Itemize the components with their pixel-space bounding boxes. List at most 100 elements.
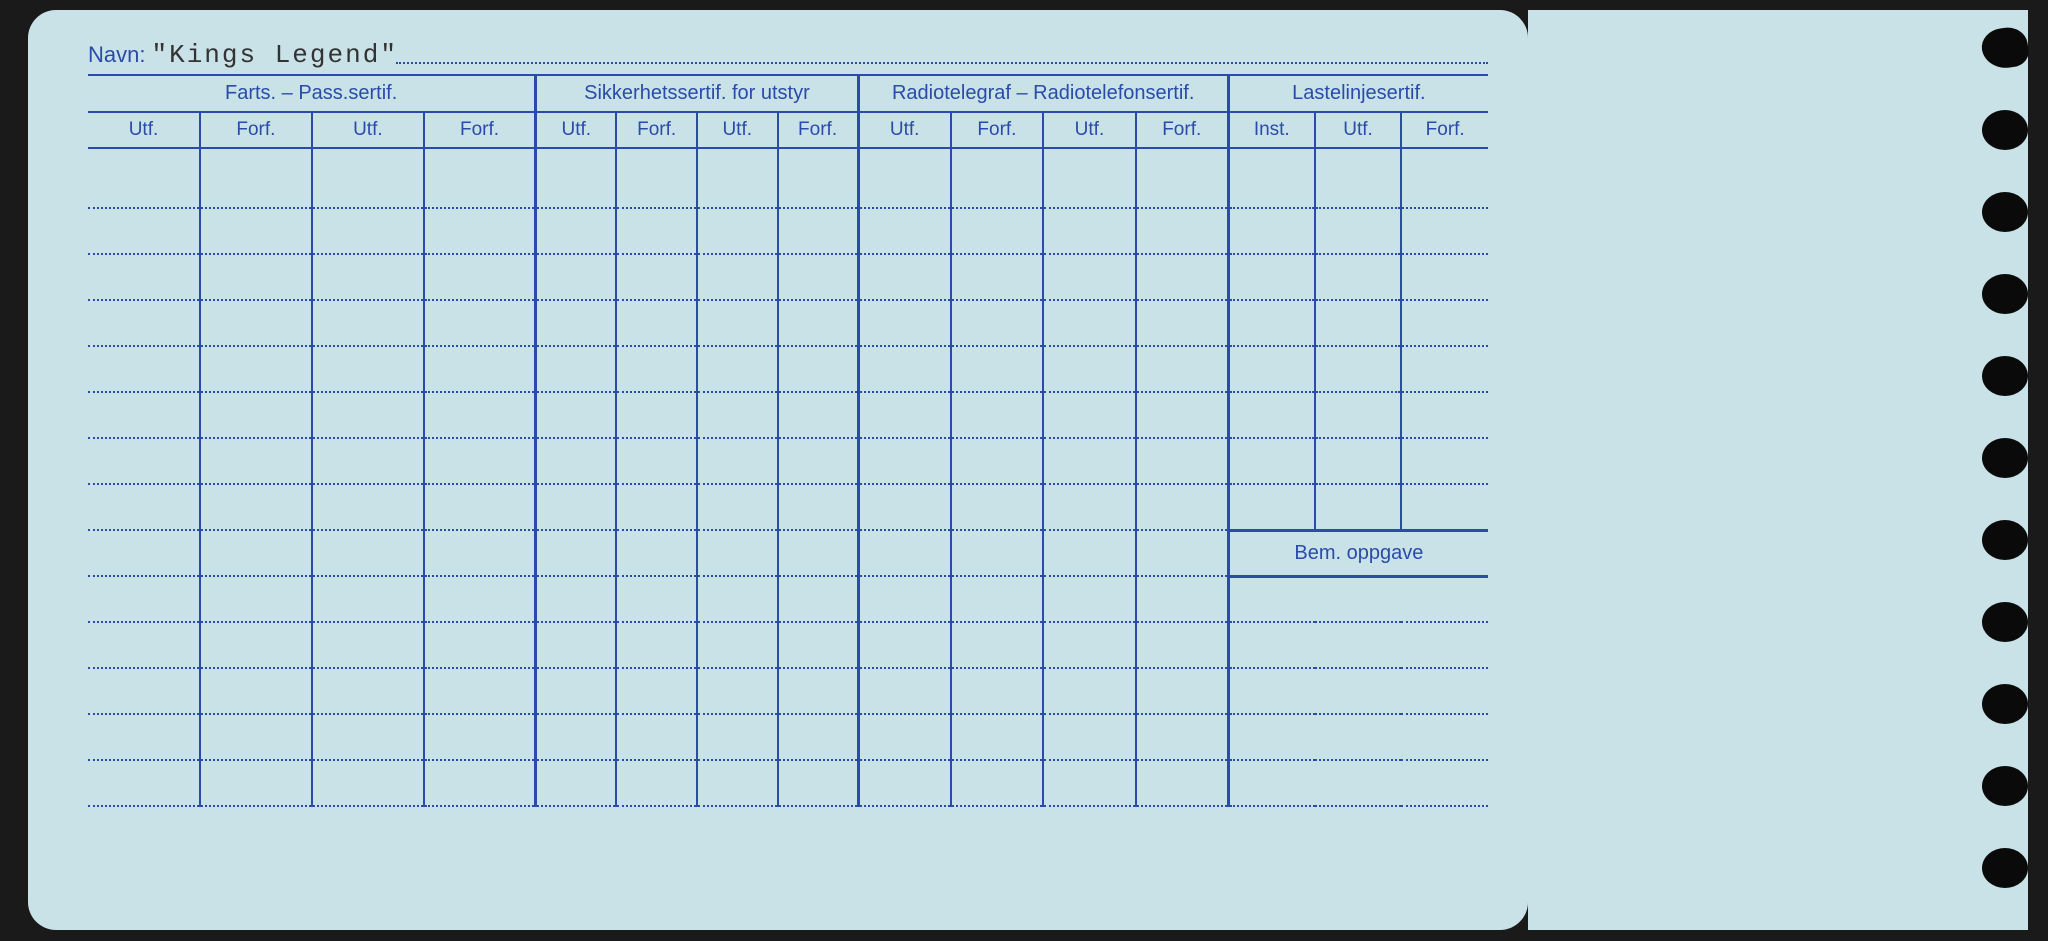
cell xyxy=(1043,760,1136,806)
cell xyxy=(88,148,200,208)
col-inst: Inst. xyxy=(1228,112,1315,148)
cell xyxy=(1136,346,1229,392)
cell xyxy=(697,576,778,622)
col-forf: Forf. xyxy=(1136,112,1229,148)
cell xyxy=(1401,346,1488,392)
cell xyxy=(200,392,312,438)
cell xyxy=(858,576,951,622)
col-utf: Utf. xyxy=(536,112,617,148)
navn-dotted-line xyxy=(396,62,1488,64)
cell xyxy=(312,760,424,806)
table-row xyxy=(88,392,1488,438)
cell xyxy=(88,254,200,300)
punch-hole xyxy=(1982,520,2028,560)
card-right-strip xyxy=(1528,10,2028,930)
cell xyxy=(312,254,424,300)
cell xyxy=(697,254,778,300)
cell xyxy=(951,622,1044,668)
cell xyxy=(536,346,617,392)
cell xyxy=(858,530,951,576)
group-farts-pass: Farts. – Pass.sertif. xyxy=(88,75,536,112)
cell xyxy=(424,392,536,438)
cell xyxy=(1315,300,1402,346)
punch-hole xyxy=(1982,274,2028,314)
cell xyxy=(312,668,424,714)
cell xyxy=(200,668,312,714)
cell xyxy=(858,484,951,530)
cell xyxy=(312,208,424,254)
table-row xyxy=(88,300,1488,346)
cell xyxy=(88,438,200,484)
cell xyxy=(951,254,1044,300)
cell xyxy=(88,484,200,530)
cell xyxy=(778,346,859,392)
cell xyxy=(858,622,951,668)
cell xyxy=(616,208,697,254)
cell xyxy=(616,254,697,300)
cell xyxy=(424,668,536,714)
table-row xyxy=(88,254,1488,300)
cell xyxy=(1043,438,1136,484)
cell xyxy=(536,208,617,254)
cell xyxy=(200,530,312,576)
cell xyxy=(616,530,697,576)
cell xyxy=(616,576,697,622)
cell xyxy=(778,208,859,254)
cell xyxy=(616,760,697,806)
cell xyxy=(616,622,697,668)
cell xyxy=(1228,392,1315,438)
cell xyxy=(616,392,697,438)
bem-oppgave-cell xyxy=(1228,714,1488,760)
cell xyxy=(1401,300,1488,346)
cell xyxy=(312,300,424,346)
cell xyxy=(536,148,617,208)
cell xyxy=(424,300,536,346)
table-row xyxy=(88,346,1488,392)
cell xyxy=(536,714,617,760)
cell xyxy=(951,300,1044,346)
cell xyxy=(88,622,200,668)
group-lastelinje: Lastelinjesertif. xyxy=(1228,75,1488,112)
punch-hole xyxy=(1982,438,2028,478)
cell xyxy=(536,254,617,300)
cell xyxy=(1043,668,1136,714)
cell xyxy=(1043,148,1136,208)
cell xyxy=(697,300,778,346)
cell xyxy=(1136,484,1229,530)
table: Farts. – Pass.sertif. Sikkerhetssertif. … xyxy=(88,74,1488,807)
cell xyxy=(88,530,200,576)
cell xyxy=(697,668,778,714)
cell xyxy=(200,148,312,208)
cell xyxy=(1315,484,1402,530)
cell xyxy=(778,530,859,576)
col-utf: Utf. xyxy=(88,112,200,148)
cell xyxy=(778,438,859,484)
cell xyxy=(1228,254,1315,300)
cell xyxy=(200,254,312,300)
cell xyxy=(616,148,697,208)
cell xyxy=(88,346,200,392)
cell xyxy=(951,208,1044,254)
table-row xyxy=(88,208,1488,254)
cell xyxy=(1136,208,1229,254)
cell xyxy=(616,484,697,530)
cell xyxy=(88,668,200,714)
cell xyxy=(312,438,424,484)
group-radio: Radiotelegraf – Radiotelefonsertif. xyxy=(858,75,1228,112)
cell xyxy=(424,760,536,806)
cell xyxy=(1043,392,1136,438)
cell xyxy=(312,714,424,760)
cell xyxy=(778,392,859,438)
cell xyxy=(1136,714,1229,760)
table-row xyxy=(88,148,1488,208)
table-row: Bem. oppgave xyxy=(88,530,1488,576)
cell xyxy=(1401,438,1488,484)
cell xyxy=(536,668,617,714)
cell xyxy=(1043,530,1136,576)
cell xyxy=(1136,392,1229,438)
col-utf: Utf. xyxy=(1315,112,1402,148)
cell xyxy=(778,760,859,806)
table-row xyxy=(88,438,1488,484)
cell xyxy=(951,576,1044,622)
cell xyxy=(424,622,536,668)
